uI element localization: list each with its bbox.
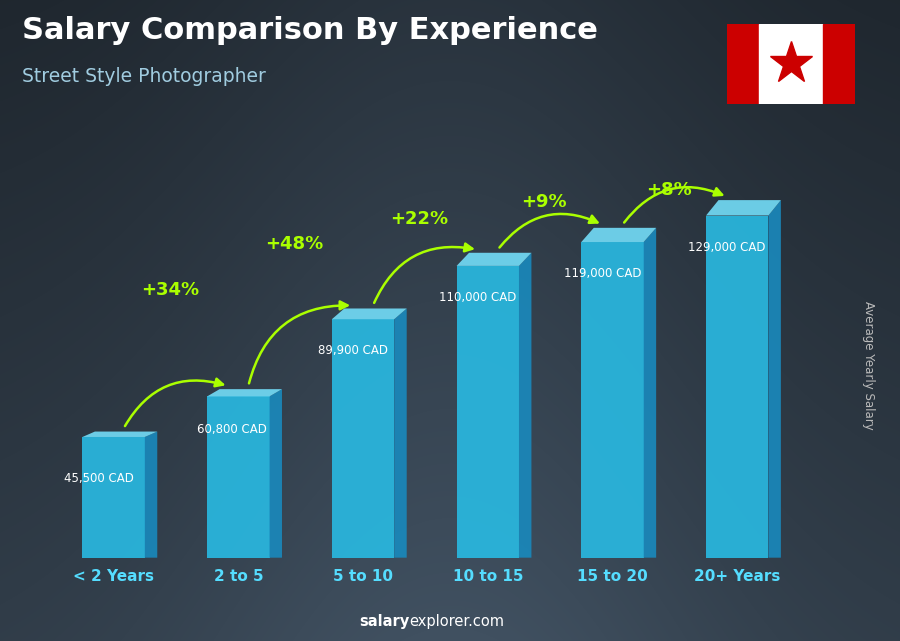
Polygon shape (706, 215, 769, 558)
Text: explorer.com: explorer.com (410, 615, 505, 629)
Polygon shape (644, 228, 656, 558)
Text: 89,900 CAD: 89,900 CAD (318, 344, 388, 357)
Polygon shape (207, 396, 269, 558)
Polygon shape (456, 253, 531, 266)
Polygon shape (83, 431, 158, 437)
Polygon shape (456, 266, 519, 558)
Polygon shape (581, 228, 656, 242)
Polygon shape (332, 308, 407, 319)
Bar (760, 24, 824, 104)
Polygon shape (83, 437, 145, 558)
Text: +22%: +22% (390, 210, 448, 228)
Polygon shape (332, 319, 394, 558)
Text: 110,000 CAD: 110,000 CAD (439, 291, 517, 304)
Text: +48%: +48% (266, 235, 324, 253)
Polygon shape (207, 389, 282, 396)
Text: 45,500 CAD: 45,500 CAD (64, 472, 133, 485)
Polygon shape (769, 200, 781, 558)
Polygon shape (394, 308, 407, 558)
Text: 119,000 CAD: 119,000 CAD (563, 267, 642, 280)
Text: 60,800 CAD: 60,800 CAD (197, 423, 267, 437)
Polygon shape (145, 431, 158, 558)
Polygon shape (581, 242, 643, 558)
Polygon shape (519, 253, 531, 558)
Polygon shape (269, 389, 282, 558)
Polygon shape (706, 200, 781, 215)
Text: Street Style Photographer: Street Style Photographer (22, 67, 266, 87)
Text: +9%: +9% (521, 193, 567, 211)
Text: salary: salary (359, 615, 410, 629)
Text: +8%: +8% (645, 181, 691, 199)
Text: +34%: +34% (140, 281, 199, 299)
Text: Salary Comparison By Experience: Salary Comparison By Experience (22, 16, 598, 45)
Bar (727, 24, 760, 104)
Text: Average Yearly Salary: Average Yearly Salary (862, 301, 875, 429)
Text: 129,000 CAD: 129,000 CAD (688, 240, 766, 253)
Bar (824, 24, 855, 104)
